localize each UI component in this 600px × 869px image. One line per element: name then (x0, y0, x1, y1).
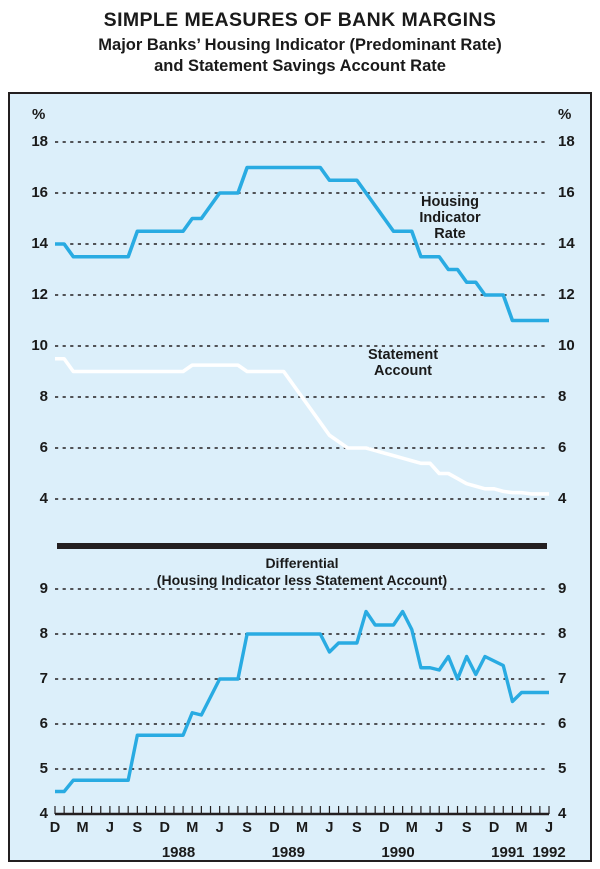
y-tick-label-lower-right: 7 (558, 670, 567, 687)
series-label-line: Indicator (419, 210, 481, 227)
title-block: SIMPLE MEASURES OF BANK MARGINS Major Ba… (0, 0, 600, 92)
y-axis-unit-left: % (32, 106, 46, 123)
x-axis-year-label: 1990 (381, 844, 415, 861)
y-tick-label-upper-right: 6 (558, 439, 567, 456)
chart-svg (54, 141, 550, 816)
y-tick-label-upper-right: 4 (558, 490, 567, 507)
y-tick-label-lower-left: 7 (39, 670, 48, 687)
x-tick-label-month: S (242, 820, 252, 836)
y-axis-unit-right: % (558, 106, 572, 123)
chart-frame: %% 4 4 6 6 8 8 10 10 12 12 14 14 16 16 18 18 4 4 5 5 6 6 7 7 8 8 9 9… (8, 92, 592, 862)
y-tick-label-upper-left: 16 (31, 184, 48, 201)
series-label-line: Statement (367, 347, 439, 363)
y-tick-label-upper-right: 10 (558, 337, 575, 354)
y-tick-label-upper-left: 8 (39, 388, 48, 405)
x-tick-label-month: D (159, 820, 170, 836)
y-tick-label-upper-right: 14 (558, 235, 575, 252)
x-axis-year-label: 1992 (532, 844, 566, 861)
x-axis-year-label: 1988 (161, 844, 196, 861)
x-tick-label-month: M (186, 820, 199, 836)
y-tick-label-lower-left: 4 (39, 805, 48, 822)
y-tick-label-lower-right: 9 (558, 580, 567, 597)
x-tick-label-month: S (352, 820, 362, 836)
x-tick-label-month: M (515, 820, 528, 836)
x-tick-label-month: J (105, 820, 114, 836)
y-tick-label-lower-left: 5 (39, 760, 48, 777)
y-tick-label-upper-right: 16 (558, 184, 575, 201)
y-tick-label-upper-left: 6 (39, 439, 48, 456)
x-tick-label-month: J (215, 820, 224, 836)
x-tick-label-month: D (488, 820, 500, 836)
x-tick-label-month: D (49, 820, 61, 836)
x-tick-label-month: J (325, 820, 334, 836)
series-label-line: Account (374, 363, 432, 380)
y-tick-label-upper-left: 18 (31, 133, 48, 150)
y-tick-label-upper-left: 10 (31, 337, 48, 354)
y-tick-label-lower-right: 4 (558, 805, 567, 822)
x-tick-label-month: J (435, 820, 444, 836)
x-axis-year-label: 1989 (271, 844, 305, 861)
x-tick-label-month: S (132, 820, 143, 836)
page-subtitle-line1: Major Banks’ Housing Indicator (Predomin… (98, 36, 502, 55)
x-tick-label-month: J (544, 820, 554, 836)
series-label-line: Rate (434, 226, 466, 243)
x-tick-label-month: M (296, 820, 309, 836)
page-title: SIMPLE MEASURES OF BANK MARGINS (103, 9, 497, 31)
differential-heading-block: Differential (Housing Indicator less Stat… (55, 555, 549, 589)
series-label-statement-account: Statement Account (343, 347, 463, 379)
y-tick-label-upper-left: 4 (39, 490, 48, 507)
y-tick-label-lower-right: 5 (558, 760, 567, 777)
y-tick-label-upper-right: 12 (558, 286, 575, 303)
x-tick-label-month: S (461, 820, 472, 836)
x-tick-label-month: D (269, 820, 280, 836)
y-tick-label-upper-left: 14 (31, 235, 48, 252)
y-tick-label-upper-right: 8 (558, 388, 567, 405)
y-tick-label-lower-right: 8 (558, 625, 567, 642)
x-axis-year-label: 1991 (491, 844, 525, 861)
y-tick-label-lower-right: 6 (558, 715, 567, 732)
series-label-housing-indicator: Housing Indicator Rate (395, 194, 505, 243)
y-tick-label-lower-left: 8 (39, 625, 48, 642)
y-tick-label-upper-left: 12 (31, 286, 48, 303)
x-tick-label-month: M (405, 820, 418, 836)
y-tick-label-upper-right: 18 (558, 133, 575, 150)
y-tick-label-lower-left: 6 (39, 715, 48, 732)
page-subtitle-line2: and Statement Savings Account Rate (154, 57, 446, 76)
y-tick-label-lower-left: 9 (39, 580, 48, 597)
x-tick-label-month: M (76, 820, 89, 836)
series-label-line: Housing (421, 194, 479, 210)
differential-heading: Differential (265, 555, 339, 571)
differential-subheading: (Housing Indicator less Statement Accoun… (156, 572, 448, 589)
x-tick-label-month: D (379, 820, 390, 836)
